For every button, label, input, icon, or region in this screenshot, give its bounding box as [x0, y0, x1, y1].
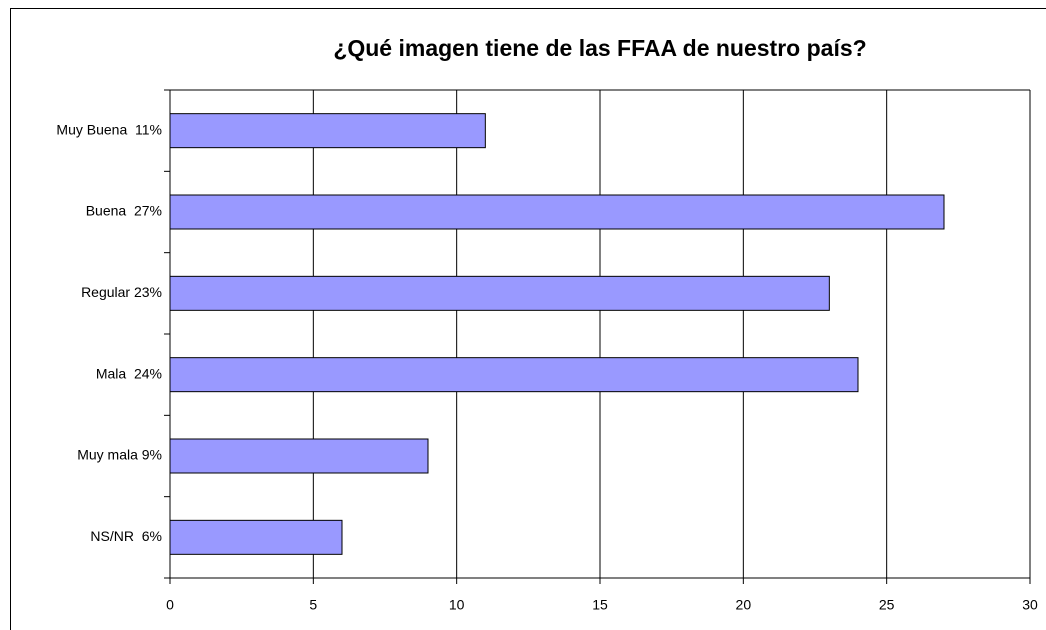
bar	[169, 194, 945, 230]
y-tick-label: Mala 24%	[96, 365, 162, 381]
x-tick-label: 10	[449, 597, 465, 613]
x-tick-label: 5	[309, 597, 317, 613]
x-tick-label: 20	[736, 597, 752, 613]
bar	[169, 113, 486, 149]
chart-title: ¿Qué imagen tiene de las FFAA de nuestro…	[333, 35, 866, 61]
bar	[169, 275, 830, 311]
y-tick-label: NS/NR 6%	[90, 528, 162, 544]
y-tick-label: Buena 27%	[86, 203, 162, 219]
bar	[169, 438, 429, 474]
bar	[169, 519, 343, 555]
x-tick-label: 25	[879, 597, 895, 613]
chart-border	[10, 8, 1046, 630]
x-tick-label: 0	[166, 597, 174, 613]
x-tick-label: 15	[592, 597, 608, 613]
y-tick-label: Muy mala 9%	[77, 447, 162, 463]
y-tick-label: Muy Buena 11%	[56, 121, 162, 137]
y-tick-label: Regular 23%	[81, 284, 162, 300]
bar	[169, 357, 859, 393]
x-tick-label: 30	[1022, 597, 1038, 613]
